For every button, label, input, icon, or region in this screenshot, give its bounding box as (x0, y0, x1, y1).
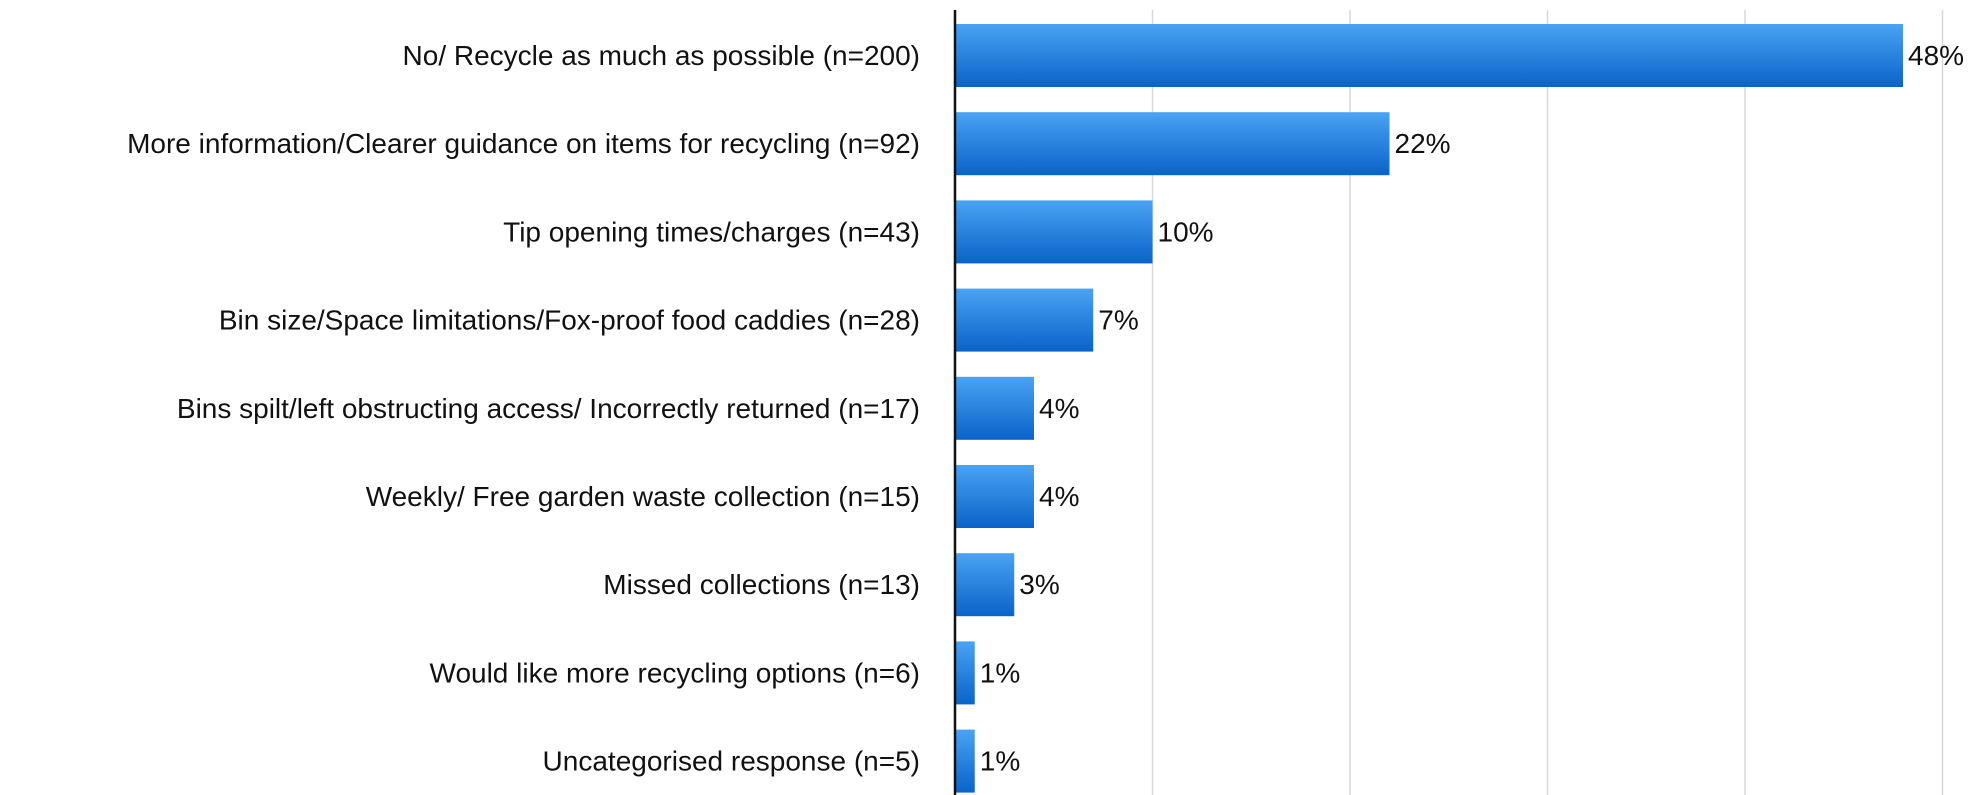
category-label-3: Bin size/Space limitations/Fox-proof foo… (219, 305, 920, 336)
bar-layer (955, 24, 1903, 793)
value-label-0: 48% (1908, 40, 1964, 71)
value-label-1: 22% (1395, 128, 1451, 159)
bar-6 (955, 553, 1015, 617)
category-label-8: Uncategorised response (n=5) (543, 746, 920, 777)
bar-8 (955, 729, 975, 793)
category-label-2: Tip opening times/charges (n=43) (503, 216, 920, 247)
bar-5 (955, 465, 1034, 528)
value-label-8: 1% (980, 746, 1020, 777)
bar-3 (955, 288, 1094, 352)
category-label-0: No/ Recycle as much as possible (n=200) (403, 40, 920, 71)
category-label-7: Would like more recycling options (n=6) (430, 657, 920, 688)
category-label-5: Weekly/ Free garden waste collection (n=… (366, 481, 920, 512)
category-label-6: Missed collections (n=13) (603, 569, 920, 600)
bar-0 (955, 24, 1903, 87)
category-label-1: More information/Clearer guidance on ite… (127, 128, 920, 159)
value-label-5: 4% (1039, 481, 1079, 512)
value-label-6: 3% (1019, 569, 1059, 600)
bar-4 (955, 376, 1034, 440)
category-label-4: Bins spilt/left obstructing access/ Inco… (177, 393, 920, 424)
value-label-7: 1% (980, 657, 1020, 688)
value-label-3: 7% (1098, 305, 1138, 336)
bar-1 (955, 112, 1390, 176)
label-layer: No/ Recycle as much as possible (n=200) 4… (127, 40, 1964, 777)
bar-7 (955, 641, 975, 705)
value-label-4: 4% (1039, 393, 1079, 424)
bar-2 (955, 200, 1153, 264)
value-label-2: 10% (1158, 216, 1214, 247)
